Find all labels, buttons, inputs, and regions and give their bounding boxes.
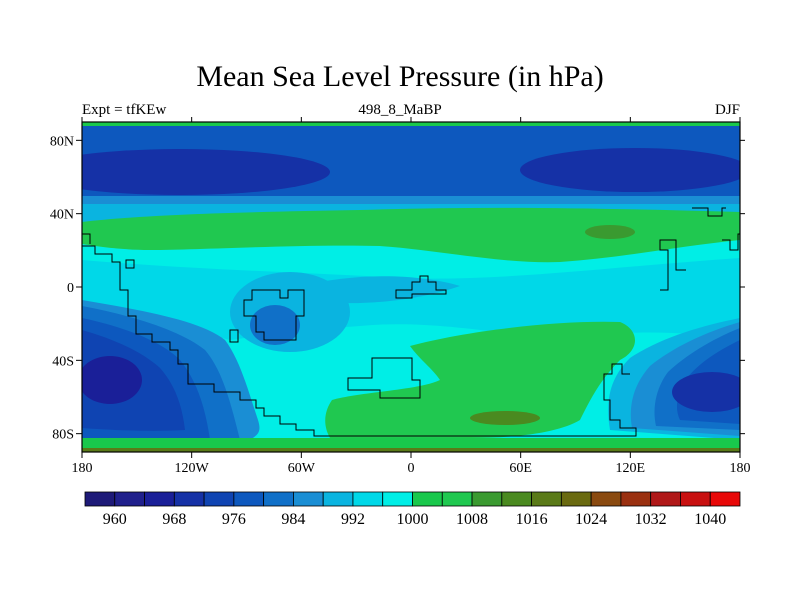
colorbar-swatch bbox=[501, 491, 532, 507]
colorbar-swatch bbox=[382, 491, 413, 507]
coastline-north-island bbox=[692, 207, 726, 217]
colorbar-label: 976 bbox=[222, 511, 246, 528]
field-sw-core bbox=[82, 356, 142, 404]
chart-title: Mean Sea Level Pressure (in hPa) bbox=[196, 60, 604, 93]
experiment-label: Expt = tfKEw bbox=[82, 102, 167, 118]
colorbar-swatch bbox=[263, 491, 294, 507]
pressure-field bbox=[82, 122, 740, 452]
coastline-east-edge bbox=[722, 233, 740, 251]
x-tick-label: 60W bbox=[288, 461, 316, 476]
colorbar-swatch bbox=[203, 491, 235, 507]
x-tick-label: 60E bbox=[509, 461, 532, 476]
colorbar-swatch bbox=[412, 491, 443, 507]
colorbar-swatch bbox=[293, 491, 324, 507]
x-tick-label: 120E bbox=[616, 461, 646, 476]
colorbar-label: 984 bbox=[281, 511, 305, 528]
field-high-band-south bbox=[325, 321, 635, 438]
colorbar-swatch bbox=[590, 491, 622, 507]
field-low-tropical bbox=[250, 305, 300, 345]
colorbar-swatch bbox=[709, 491, 741, 507]
colorbar-swatch bbox=[680, 491, 711, 507]
coastline-south-continent bbox=[347, 357, 421, 399]
colorbar-swatch bbox=[233, 491, 265, 507]
colorbar-swatch bbox=[531, 491, 562, 507]
field-se-core bbox=[672, 372, 740, 412]
colorbar-swatch bbox=[352, 491, 384, 507]
y-tick-label: 80S bbox=[52, 428, 74, 443]
coastline-asia bbox=[659, 239, 686, 291]
colorbar-label: 1008 bbox=[456, 511, 488, 528]
coastline-equatorial-island bbox=[395, 275, 447, 299]
field-low-asia bbox=[520, 148, 740, 192]
colorbar-label: 1032 bbox=[635, 511, 667, 528]
colorbar-swatch bbox=[84, 491, 116, 507]
colorbar-swatch bbox=[322, 491, 354, 507]
coastline-americas-west bbox=[82, 245, 340, 437]
colorbar-label: 1040 bbox=[694, 511, 726, 528]
colorbar-label: 1024 bbox=[575, 511, 607, 528]
y-axis: 80N 40N 0 40S 80S bbox=[50, 134, 745, 443]
x-tick-label: 180 bbox=[730, 461, 751, 476]
colorbar-label: 992 bbox=[341, 511, 365, 528]
colorbar-swatch bbox=[114, 491, 145, 507]
field-high-band-north bbox=[82, 207, 740, 263]
x-tick-label: 120W bbox=[175, 461, 210, 476]
colorbar-swatch bbox=[173, 491, 205, 507]
colorbar-swatch bbox=[144, 491, 175, 507]
season-label: DJF bbox=[714, 102, 740, 118]
coastline-small-island-2 bbox=[229, 329, 239, 343]
colorbar-label: 968 bbox=[162, 511, 186, 528]
field-tropics-992-east bbox=[300, 276, 460, 304]
y-tick-label: 80N bbox=[50, 134, 74, 149]
x-tick-label: 180 bbox=[72, 461, 93, 476]
coastline-small-island bbox=[125, 259, 135, 269]
coastline-caribbean bbox=[243, 289, 305, 341]
period-label: 498_8_MaBP bbox=[358, 102, 442, 118]
x-tick-label: 0 bbox=[408, 461, 415, 476]
colorbar: 960 968 976 984 992 1000 1008 1016 1024 1032 1040 bbox=[84, 491, 741, 528]
field-low-pacific bbox=[82, 149, 330, 195]
field-high-cell-north bbox=[585, 225, 635, 239]
field-south-pole-edge bbox=[82, 448, 740, 452]
y-tick-label: 0 bbox=[67, 281, 74, 296]
field-high-cell-south bbox=[470, 411, 540, 425]
colorbar-swatch bbox=[560, 491, 592, 507]
colorbar-label: 1000 bbox=[397, 511, 429, 528]
colorbar-label: 960 bbox=[103, 511, 127, 528]
field-north-pole-edge bbox=[82, 122, 740, 126]
x-axis: 180 120W 60W 0 60E 120E 180 bbox=[72, 117, 751, 476]
y-tick-label: 40S bbox=[52, 354, 74, 369]
coastline-antarctic bbox=[340, 363, 637, 437]
coastlines bbox=[82, 207, 740, 437]
colorbar-label: 1016 bbox=[516, 511, 548, 528]
colorbar-swatch bbox=[650, 491, 681, 507]
y-tick-label: 40N bbox=[50, 208, 74, 223]
coastline-pacific-island bbox=[82, 233, 91, 244]
colorbar-swatch bbox=[471, 491, 503, 507]
colorbar-swatch bbox=[620, 491, 652, 507]
colorbar-swatch bbox=[441, 491, 473, 507]
